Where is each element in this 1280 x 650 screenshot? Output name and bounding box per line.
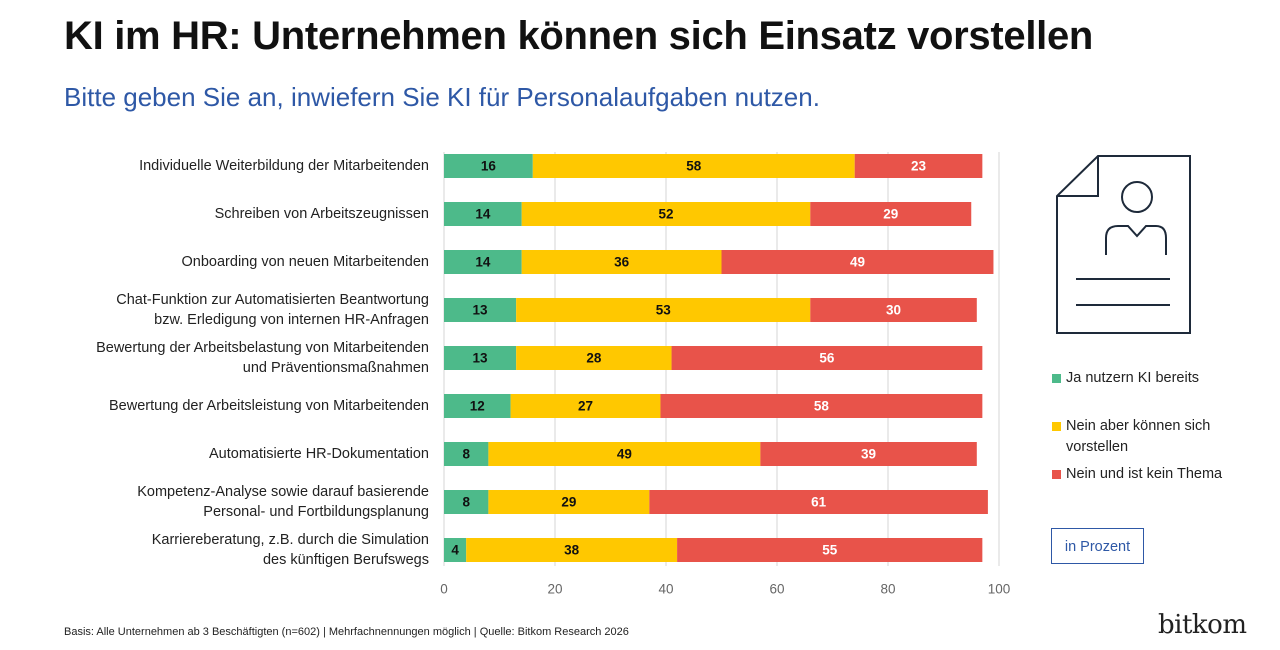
chart-title: KI im HR: Unternehmen können sich Einsat… — [64, 14, 1094, 58]
bar-segment — [521, 202, 811, 226]
bar-segment — [810, 202, 972, 226]
data-label: 58 — [686, 159, 702, 174]
source-note: Basis: Alle Unternehmen ab 3 Beschäftigt… — [64, 626, 629, 638]
bar-segment — [810, 298, 977, 322]
bar-segment — [444, 154, 533, 178]
x-tick-label: 100 — [988, 582, 1011, 597]
data-label: 13 — [473, 303, 489, 318]
bar-segment — [466, 538, 678, 562]
bar-segment — [760, 442, 977, 466]
data-label: 23 — [911, 159, 927, 174]
data-label: 49 — [850, 255, 865, 270]
data-label: 29 — [561, 495, 576, 510]
data-label: 38 — [564, 543, 580, 558]
chart-subtitle: Bitte geben Sie an, inwiefern Sie KI für… — [64, 82, 820, 112]
legend-label: Nein aber können sich vorstellen — [1066, 418, 1211, 455]
bar-segment — [516, 346, 672, 370]
bar-segment — [444, 298, 517, 322]
document-icon — [1056, 155, 1191, 334]
category-label: Bewertung der Arbeitsleistung von Mitarb… — [109, 398, 429, 414]
logo: bitkom — [1158, 610, 1247, 640]
data-label: 58 — [814, 399, 830, 414]
x-tick-label: 0 — [440, 582, 448, 597]
data-label: 30 — [886, 303, 901, 318]
data-label: 8 — [462, 495, 470, 510]
bar-segment — [660, 394, 983, 418]
data-label: 27 — [578, 399, 593, 414]
x-tick-label: 60 — [769, 582, 784, 597]
category-label: Chat-Funktion zur Automatisierten Beantw… — [116, 292, 429, 328]
x-tick-label: 20 — [547, 582, 562, 597]
bar-segment — [444, 346, 517, 370]
category-label: Schreiben von Arbeitszeugnissen — [214, 206, 429, 222]
bar-segment — [532, 154, 855, 178]
data-label: 16 — [481, 159, 497, 174]
bar-segment — [444, 490, 489, 514]
data-label: 52 — [658, 207, 673, 222]
legend-swatch — [1052, 422, 1061, 431]
legend-label: Ja nutzern KI bereits — [1066, 370, 1199, 386]
bar-segment — [516, 298, 811, 322]
bar-segment — [677, 538, 983, 562]
bar-segment — [444, 250, 522, 274]
data-label: 61 — [811, 495, 827, 510]
bar-segment — [444, 394, 511, 418]
unit-note: in Prozent — [1051, 528, 1144, 564]
legend-label: Nein und ist kein Thema — [1066, 466, 1223, 482]
bar-segment — [488, 490, 650, 514]
data-label: 8 — [462, 447, 470, 462]
data-label: 28 — [586, 351, 602, 366]
data-label: 14 — [475, 207, 491, 222]
category-label: Bewertung der Arbeitsbelastung von Mitar… — [96, 340, 429, 376]
bar-segment — [488, 442, 761, 466]
x-tick-label: 40 — [658, 582, 673, 597]
legend-swatch — [1052, 470, 1061, 479]
data-label: 29 — [883, 207, 898, 222]
bar-segment — [444, 538, 467, 562]
bar-segment — [721, 250, 994, 274]
bar-segment — [521, 250, 722, 274]
data-label: 14 — [475, 255, 491, 270]
bar-segment — [649, 490, 988, 514]
data-label: 53 — [656, 303, 672, 318]
x-tick-label: 80 — [880, 582, 895, 597]
bar-segment — [444, 202, 522, 226]
bar-segment — [854, 154, 983, 178]
data-label: 12 — [470, 399, 485, 414]
bar-segment — [671, 346, 983, 370]
category-label: Kompetenz-Analyse sowie darauf basierend… — [137, 484, 429, 520]
category-label: Karriereberatung, z.B. durch die Simulat… — [151, 532, 429, 568]
category-label: Automatisierte HR-Dokumentation — [208, 446, 429, 462]
data-label: 39 — [861, 447, 876, 462]
category-label: Individuelle Weiterbildung der Mitarbeit… — [139, 158, 429, 174]
legend-swatch — [1052, 374, 1061, 383]
data-label: 4 — [451, 543, 459, 558]
data-label: 49 — [617, 447, 632, 462]
data-label: 56 — [819, 351, 835, 366]
category-label: Onboarding von neuen Mitarbeitenden — [181, 254, 429, 270]
data-label: 13 — [473, 351, 489, 366]
bar-segment — [444, 442, 489, 466]
data-label: 55 — [822, 543, 838, 558]
bar-segment — [510, 394, 661, 418]
data-label: 36 — [614, 255, 630, 270]
